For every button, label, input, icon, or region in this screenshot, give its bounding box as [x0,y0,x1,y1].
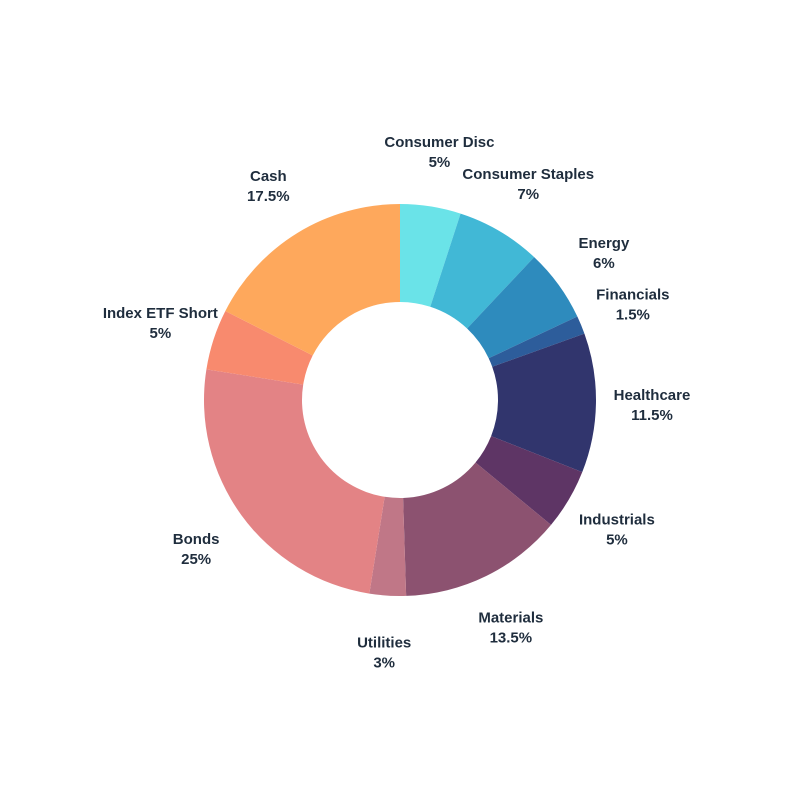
slice-name-bonds: Bonds [173,531,220,548]
labels-group: Consumer Disc 5% Consumer Staples 7% Energy 6… [103,134,691,671]
slice-consumer-staples [430,213,535,329]
slice-label-consumer-staples: Consumer Staples 7% [462,166,594,203]
slice-name-cash: Cash [250,168,287,185]
slice-name-consumer-disc: Consumer Disc [384,134,494,151]
slice-name-index-etf-short: Index ETF Short [103,305,218,322]
slice-name-financials: Financials [596,287,669,304]
slice-value-industrials: 5% [606,531,628,548]
slice-consumer-disc [400,204,461,307]
slice-name-industrials: Industrials [579,511,655,528]
slice-label-financials: Financials 1.5% [596,287,669,324]
slice-label-energy: Energy 6% [578,235,630,272]
slice-label-index-etf-short: Index ETF Short 5% [103,305,218,342]
slice-label-healthcare: Healthcare 11.5% [614,387,691,424]
slice-value-cash: 17.5% [247,188,290,205]
slice-financials [488,316,585,367]
slice-index-etf-short [206,311,313,385]
slice-name-energy: Energy [578,235,630,252]
slice-name-utilities: Utilities [357,635,411,652]
slice-utilities [369,496,407,596]
slice-name-healthcare: Healthcare [614,387,691,404]
slice-label-consumer-disc: Consumer Disc 5% [384,134,494,171]
slice-value-index-etf-short: 5% [149,325,171,342]
slice-name-materials: Materials [478,609,543,626]
slice-materials [403,462,552,596]
slice-value-bonds: 25% [181,551,211,568]
slice-label-cash: Cash 17.5% [247,168,290,205]
slice-value-consumer-staples: 7% [517,186,539,203]
slice-value-utilities: 3% [373,655,395,672]
slice-bonds [203,369,385,594]
slice-label-materials: Materials 13.5% [478,609,543,646]
slices-group [203,204,596,596]
slice-label-bonds: Bonds 25% [173,531,220,568]
slice-name-consumer-staples: Consumer Staples [462,166,594,183]
slice-value-energy: 6% [593,255,615,272]
slice-value-healthcare: 11.5% [631,407,673,424]
slice-value-materials: 13.5% [490,629,533,646]
slice-cash [225,204,400,356]
slice-energy [467,257,578,359]
slice-label-industrials: Industrials 5% [579,511,655,548]
slice-value-consumer-disc: 5% [429,154,451,171]
slice-value-financials: 1.5% [616,307,650,324]
slice-industrials [475,436,583,525]
slice-healthcare [491,333,596,473]
slice-label-utilities: Utilities 3% [357,635,411,672]
